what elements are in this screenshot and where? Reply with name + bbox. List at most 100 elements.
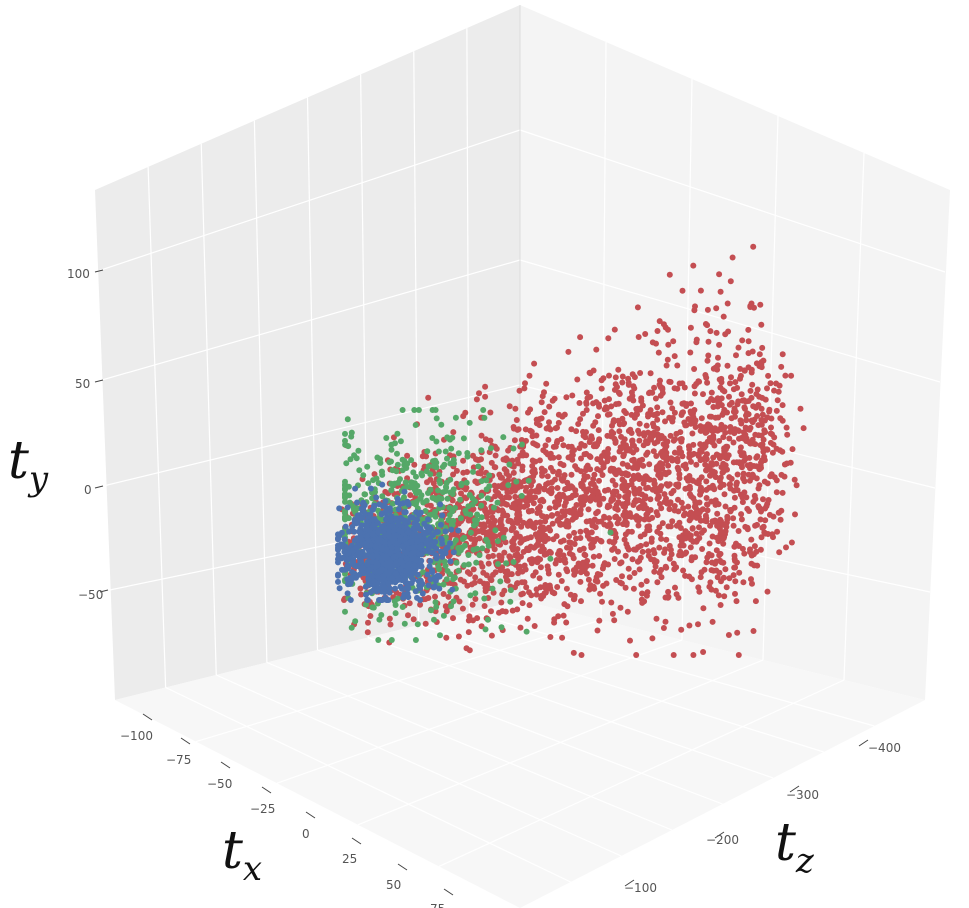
data-point <box>523 452 530 459</box>
data-point <box>651 568 658 575</box>
data-point <box>655 349 662 356</box>
data-point <box>578 468 584 475</box>
data-point <box>412 422 419 428</box>
data-point <box>470 464 477 471</box>
data-point <box>766 408 773 415</box>
data-point <box>616 421 623 428</box>
data-point <box>722 503 729 510</box>
data-point <box>671 503 678 509</box>
data-point <box>499 497 506 504</box>
data-point <box>506 494 513 501</box>
data-point <box>759 457 765 464</box>
data-point <box>483 572 490 579</box>
data-point <box>689 477 695 484</box>
data-point <box>561 472 568 479</box>
data-point <box>422 620 429 627</box>
data-point <box>732 590 738 597</box>
data-point <box>495 507 502 514</box>
data-point <box>797 405 804 412</box>
data-point <box>783 424 790 431</box>
data-point <box>622 487 629 494</box>
data-point <box>388 458 394 465</box>
data-point <box>550 443 557 450</box>
data-point <box>572 568 579 575</box>
data-point <box>710 454 717 461</box>
data-point <box>622 514 629 521</box>
data-point <box>756 351 763 358</box>
data-point <box>615 493 622 500</box>
data-point <box>697 441 704 448</box>
data-point <box>458 490 464 497</box>
data-point <box>424 448 431 455</box>
data-point <box>412 637 419 643</box>
data-point <box>739 494 746 501</box>
data-point <box>463 484 470 491</box>
data-point <box>351 528 358 535</box>
data-point <box>716 552 723 559</box>
data-point <box>547 634 554 640</box>
x-tick-mark <box>261 786 272 794</box>
data-point <box>367 589 374 596</box>
data-point <box>375 637 382 643</box>
data-point <box>419 580 426 587</box>
data-point <box>470 452 476 459</box>
data-point <box>622 584 629 591</box>
data-point <box>740 475 747 482</box>
data-point <box>665 469 672 476</box>
data-point <box>459 605 466 612</box>
data-point <box>335 571 341 578</box>
data-point <box>465 561 472 568</box>
data-point <box>704 425 711 432</box>
data-point <box>627 637 633 644</box>
data-point <box>624 608 631 615</box>
data-point <box>598 538 605 545</box>
data-point <box>619 573 625 580</box>
data-point <box>777 516 784 523</box>
grid-line <box>200 143 217 676</box>
data-point <box>492 517 498 524</box>
data-point <box>566 533 573 540</box>
data-point <box>457 496 464 503</box>
data-point <box>677 542 684 549</box>
data-point <box>732 578 739 585</box>
data-point <box>725 632 732 638</box>
data-point <box>466 647 473 654</box>
data-point <box>558 436 565 443</box>
data-point <box>641 432 648 439</box>
data-point <box>680 567 687 574</box>
data-point <box>450 598 457 605</box>
data-point <box>778 363 785 370</box>
data-point <box>655 494 662 501</box>
data-point <box>594 441 601 448</box>
data-point <box>600 375 607 382</box>
data-point <box>540 546 547 553</box>
data-point <box>563 619 570 626</box>
data-point <box>605 486 612 493</box>
data-point <box>388 637 395 643</box>
data-point <box>605 335 612 342</box>
data-point <box>491 504 497 511</box>
data-point <box>385 597 392 603</box>
data-point <box>433 459 440 466</box>
data-point <box>639 548 646 555</box>
data-point <box>720 535 727 542</box>
data-point <box>410 544 417 551</box>
data-point <box>673 430 680 437</box>
data-point <box>752 598 759 605</box>
data-point <box>378 566 385 573</box>
data-point <box>692 498 699 505</box>
data-point <box>478 447 485 454</box>
data-point <box>352 485 359 492</box>
data-point <box>544 473 551 480</box>
data-point <box>687 408 694 415</box>
data-point <box>625 565 632 572</box>
z-tick-mark <box>624 879 635 887</box>
data-point <box>564 479 571 486</box>
data-point <box>407 492 414 499</box>
data-point <box>659 520 666 527</box>
data-point <box>570 596 577 603</box>
data-point <box>517 498 523 505</box>
data-point <box>636 566 643 573</box>
data-point <box>658 471 665 478</box>
data-point <box>492 527 499 534</box>
